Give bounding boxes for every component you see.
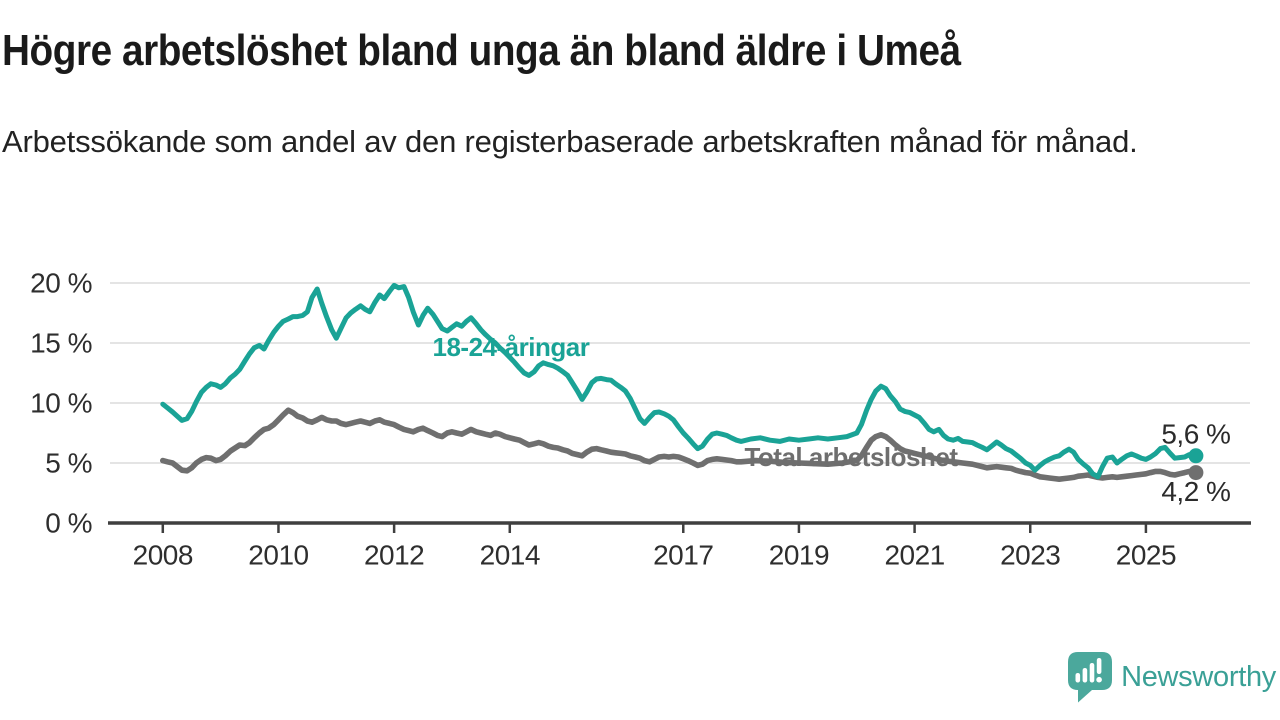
newsworthy-brand: Newsworthy — [1068, 651, 1276, 702]
x-tick-label: 2010 — [248, 540, 308, 571]
logo-exclamation-bar — [1096, 657, 1102, 674]
x-tick-label: 2008 — [133, 540, 193, 571]
series-end-value-label: 5,6 % — [1161, 418, 1230, 449]
y-tick-label: 0 % — [45, 508, 92, 539]
x-tick-label: 2019 — [769, 540, 829, 571]
series-line-total — [160, 407, 1197, 483]
logo-exclamation-dot — [1096, 676, 1102, 682]
x-tick-label: 2021 — [884, 540, 944, 571]
series-end-dot — [1188, 448, 1204, 464]
series-label: 18-24-åringar — [433, 332, 590, 362]
series-line-youth — [160, 282, 1197, 480]
y-tick-label: 20 % — [30, 268, 92, 299]
logo-bar-small — [1075, 672, 1081, 682]
series-end-value-label: 4,2 % — [1161, 476, 1230, 507]
series-end-dot — [1188, 465, 1204, 481]
y-tick-label: 5 % — [45, 448, 92, 479]
series-label: Total arbetslöshet — [744, 442, 958, 472]
y-tick-label: 15 % — [30, 328, 92, 359]
x-tick-label: 2023 — [1000, 540, 1060, 571]
page-title: Högre arbetslöshet bland unga än bland ä… — [2, 26, 961, 75]
newsworthy-logo-icon — [1068, 651, 1113, 702]
x-tick-label: 2025 — [1116, 540, 1176, 571]
logo-bar-large — [1089, 662, 1095, 682]
x-tick-label: 2012 — [364, 540, 424, 571]
y-tick-label: 10 % — [30, 388, 92, 419]
chart-subtitle: Arbetssökande som andel av den registerb… — [2, 124, 1138, 159]
x-tick-label: 2014 — [480, 540, 540, 571]
brand-wordmark: Newsworthy — [1121, 661, 1276, 693]
x-tick-label: 2017 — [653, 540, 713, 571]
logo-bar-medium — [1082, 667, 1088, 682]
